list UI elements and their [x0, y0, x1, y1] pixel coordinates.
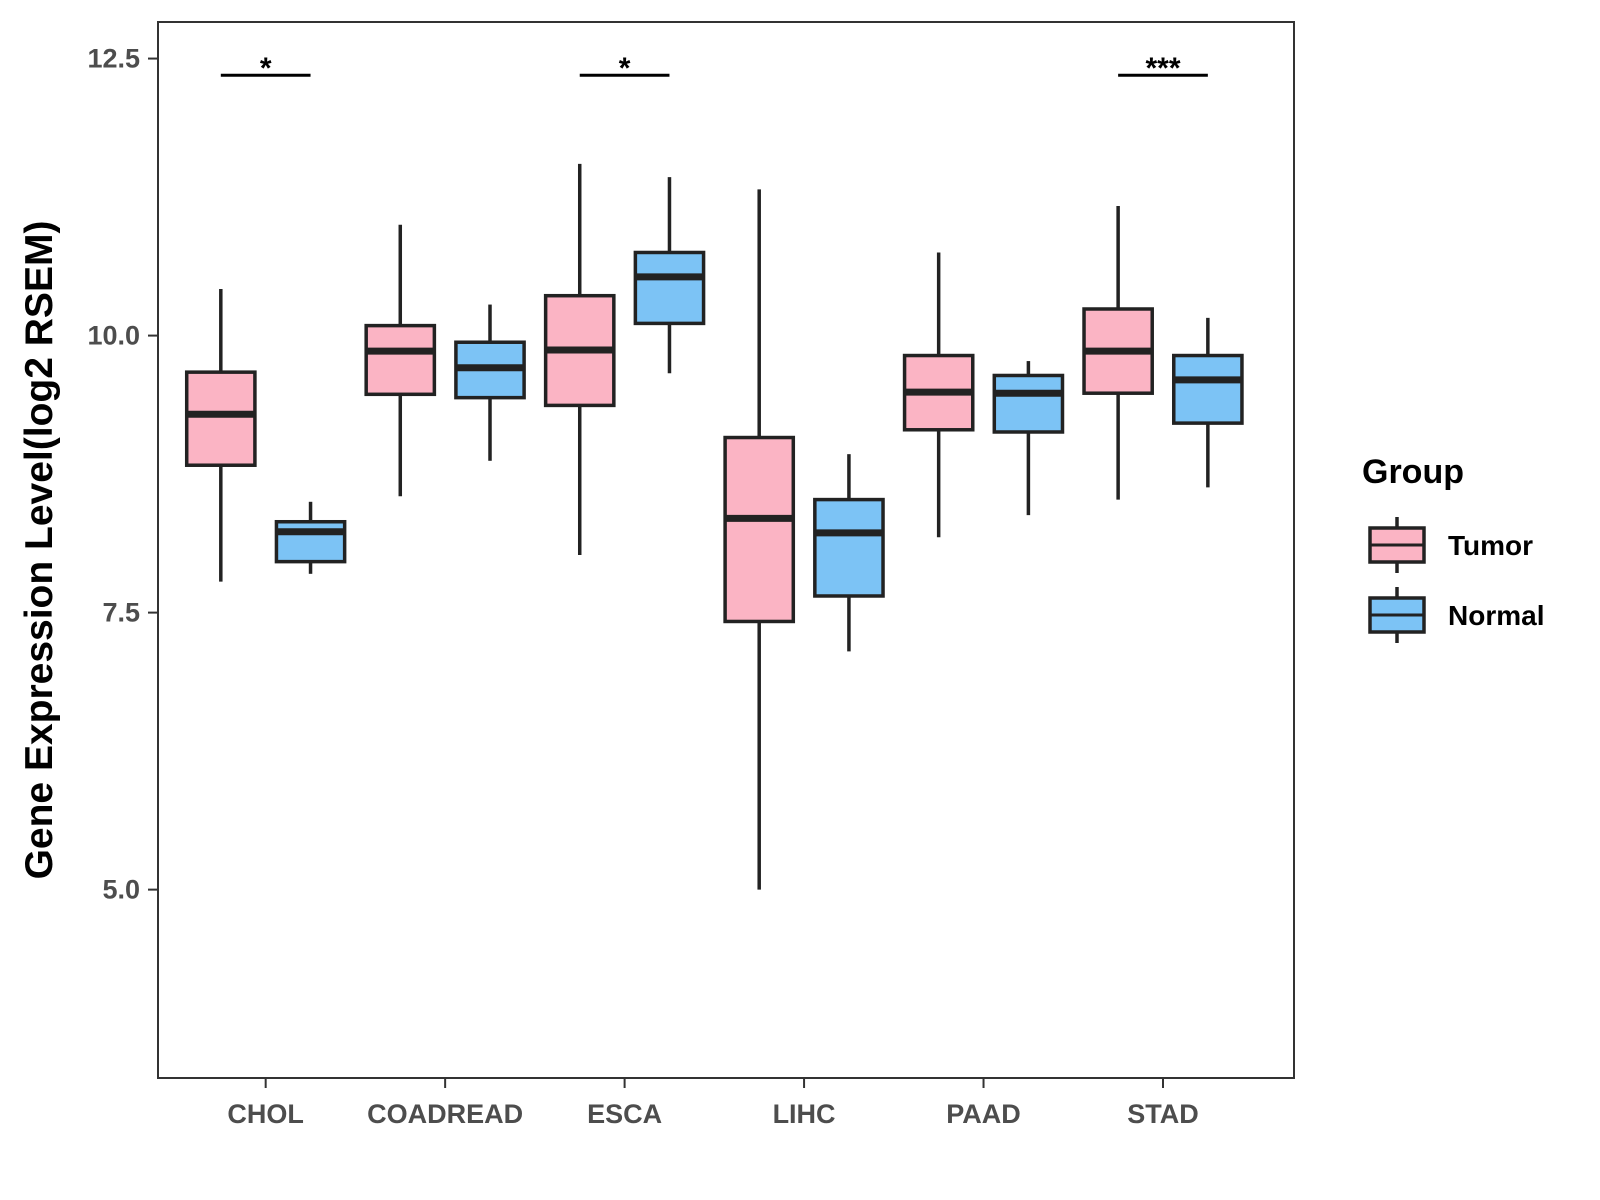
y-axis-title: Gene Expression Level(log2 RSEM)	[18, 221, 61, 880]
significance-label: *	[619, 52, 631, 85]
box-tumor-esca	[543, 163, 616, 555]
y-tick-label: 5.0	[102, 875, 140, 905]
y-axis: 5.0 7.5 10.0 12.5	[87, 44, 158, 905]
significance-label: *	[260, 52, 272, 85]
box-normal-paad	[992, 361, 1065, 516]
y-tick-label: 7.5	[102, 598, 140, 628]
plot-content: * * ***	[184, 52, 1244, 890]
x-tick-label: PAAD	[946, 1099, 1021, 1129]
box-normal-chol	[274, 501, 347, 574]
x-tick-label: COADREAD	[367, 1099, 523, 1129]
box-iqr	[813, 497, 885, 598]
y-tick-label: 10.0	[87, 321, 140, 351]
significance-label: ***	[1145, 52, 1180, 85]
box-normal-coadread	[454, 304, 526, 461]
significance-stad: ***	[1118, 52, 1208, 85]
plot-panel-border	[157, 21, 1295, 1079]
legend: Group Tumor Normal	[1362, 453, 1544, 643]
legend-item-tumor: Tumor	[1368, 517, 1533, 573]
x-tick-label: CHOL	[227, 1099, 304, 1129]
legend-label-tumor: Tumor	[1448, 530, 1533, 561]
legend-title: Group	[1362, 453, 1464, 491]
box-iqr	[274, 519, 347, 564]
box-iqr	[364, 323, 437, 397]
x-tick-label: STAD	[1127, 1099, 1199, 1129]
box-tumor-stad	[1082, 205, 1154, 500]
significance-esca: *	[579, 52, 670, 85]
x-axis: CHOL COADREAD ESCA LIHC PAAD STAD	[227, 1078, 1199, 1129]
box-tumor-paad	[902, 252, 975, 538]
box-iqr	[184, 370, 257, 467]
x-tick-label: LIHC	[773, 1099, 836, 1129]
y-tick-label: 12.5	[87, 44, 140, 74]
box-iqr	[992, 373, 1065, 434]
box-tumor-chol	[184, 289, 257, 582]
box-iqr	[633, 250, 706, 326]
significance-chol: *	[220, 52, 311, 85]
x-tick-label: ESCA	[587, 1099, 662, 1129]
box-normal-esca	[633, 177, 706, 374]
box-tumor-lihc	[723, 189, 796, 890]
box-iqr	[723, 435, 796, 624]
box-iqr	[1172, 353, 1244, 425]
legend-label-normal: Normal	[1448, 600, 1544, 631]
legend-item-normal: Normal	[1368, 587, 1544, 643]
box-tumor-coadread	[364, 224, 437, 497]
box-normal-lihc	[813, 454, 885, 652]
box-normal-stad	[1172, 317, 1244, 488]
